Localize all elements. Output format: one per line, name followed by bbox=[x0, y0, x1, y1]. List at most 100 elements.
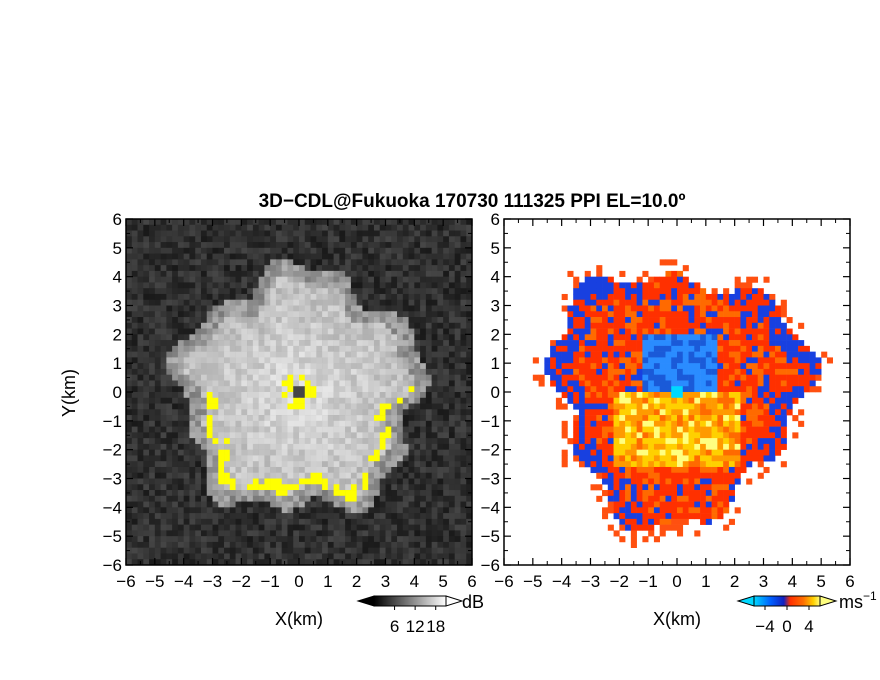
snr-cell bbox=[362, 420, 369, 427]
snr-cell bbox=[333, 259, 340, 266]
velocity-cell bbox=[780, 420, 787, 427]
snr-cell bbox=[391, 311, 398, 318]
velocity-cell bbox=[688, 420, 695, 427]
snr-cell bbox=[200, 536, 208, 543]
velocity-cell bbox=[700, 357, 707, 364]
snr-cell bbox=[149, 524, 156, 531]
snr-cell bbox=[229, 397, 236, 404]
y-tick-label: 0 bbox=[113, 383, 122, 402]
snr-cell bbox=[339, 351, 346, 358]
velocity-cell bbox=[711, 432, 718, 439]
velocity-cell bbox=[619, 293, 626, 301]
snr-cell bbox=[420, 265, 427, 272]
velocity-cell bbox=[723, 322, 730, 329]
snr-cell bbox=[454, 501, 461, 508]
snr-cell bbox=[408, 553, 415, 560]
snr-cell bbox=[195, 242, 202, 249]
snr-cell bbox=[327, 518, 334, 525]
velocity-cell bbox=[734, 368, 741, 375]
snr-cell bbox=[235, 478, 242, 485]
snr-cell bbox=[131, 536, 138, 543]
snr-cell bbox=[304, 443, 311, 450]
velocity-cell bbox=[694, 334, 701, 341]
snr-cell bbox=[437, 541, 444, 548]
velocity-cell bbox=[763, 357, 770, 364]
snr-cell bbox=[443, 547, 450, 554]
snr-cell bbox=[304, 322, 311, 329]
snr-cell bbox=[420, 449, 427, 456]
snr-cell bbox=[362, 270, 369, 277]
snr-cell bbox=[333, 317, 340, 324]
snr-cell bbox=[443, 518, 450, 525]
snr-cell bbox=[189, 219, 196, 226]
snr-cell bbox=[241, 403, 248, 410]
velocity-cell bbox=[596, 363, 603, 370]
snr-cell bbox=[431, 265, 438, 272]
snr-cell bbox=[189, 380, 196, 387]
velocity-cell bbox=[596, 282, 603, 289]
snr-cell bbox=[333, 536, 340, 543]
snr-cell bbox=[131, 288, 138, 295]
velocity-cell bbox=[665, 311, 672, 318]
snr-cell bbox=[287, 507, 294, 514]
snr-cell bbox=[460, 547, 467, 554]
snr-cell bbox=[402, 219, 409, 226]
snr-cell bbox=[218, 553, 225, 560]
snr-cell bbox=[310, 530, 317, 537]
velocity-cell bbox=[815, 363, 822, 370]
snr-cell bbox=[333, 374, 340, 381]
snr-cell bbox=[425, 276, 432, 283]
snr-cell bbox=[137, 288, 144, 295]
snr-cell bbox=[189, 466, 196, 474]
velocity-cell bbox=[751, 334, 759, 341]
snr-cell bbox=[247, 415, 254, 422]
snr-cell bbox=[275, 541, 282, 548]
velocity-cell bbox=[751, 374, 759, 381]
snr-cell bbox=[356, 484, 363, 491]
snr-cell bbox=[362, 230, 369, 237]
snr-cell bbox=[149, 253, 156, 260]
snr-cell bbox=[252, 478, 259, 485]
velocity-cell bbox=[665, 432, 672, 439]
snr-cell bbox=[322, 547, 329, 554]
snr-cell bbox=[143, 478, 150, 485]
velocity-cell bbox=[671, 259, 678, 266]
snr-cell bbox=[310, 351, 317, 358]
snr-cell bbox=[154, 530, 161, 537]
snr-cell bbox=[212, 513, 219, 520]
snr-cell bbox=[425, 386, 432, 393]
snr-cell bbox=[293, 513, 300, 520]
snr-cell bbox=[189, 501, 196, 508]
snr-cell bbox=[252, 270, 259, 277]
snr-cell bbox=[160, 282, 167, 289]
snr-cell bbox=[241, 495, 248, 502]
velocity-cell bbox=[792, 386, 799, 393]
snr-cell bbox=[385, 495, 392, 502]
snr-cell bbox=[200, 259, 208, 266]
snr-cell bbox=[454, 317, 461, 324]
snr-cell bbox=[247, 501, 254, 508]
snr-cell bbox=[287, 403, 294, 410]
snr-cell bbox=[154, 403, 161, 410]
velocity-cell bbox=[584, 345, 591, 352]
snr-cell bbox=[154, 230, 161, 237]
snr-cell bbox=[218, 478, 225, 485]
velocity-cell bbox=[590, 426, 597, 433]
velocity-cell bbox=[567, 386, 574, 393]
snr-cell bbox=[275, 368, 282, 375]
snr-cell bbox=[356, 259, 363, 266]
snr-cell bbox=[172, 547, 179, 554]
velocity-cell bbox=[705, 386, 712, 393]
velocity-cell bbox=[671, 288, 678, 295]
snr-cell bbox=[385, 386, 392, 393]
velocity-cell bbox=[625, 305, 632, 312]
velocity-cell bbox=[642, 426, 649, 433]
snr-cell bbox=[137, 501, 144, 508]
snr-cell bbox=[431, 380, 438, 387]
snr-cell bbox=[275, 334, 282, 341]
snr-cell bbox=[270, 530, 277, 537]
snr-cell bbox=[408, 368, 415, 375]
snr-cell bbox=[362, 386, 369, 393]
snr-cell bbox=[333, 472, 340, 479]
snr-cell bbox=[247, 432, 254, 439]
